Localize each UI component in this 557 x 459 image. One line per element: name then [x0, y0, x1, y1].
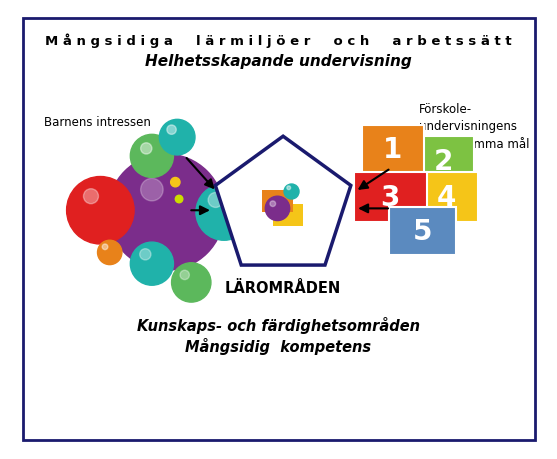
- FancyBboxPatch shape: [22, 19, 535, 440]
- Circle shape: [159, 120, 195, 156]
- Text: LÄROMRÅDEN: LÄROMRÅDEN: [225, 280, 341, 295]
- Text: Mångsidig  kompetens: Mångsidig kompetens: [185, 337, 372, 354]
- Text: 1: 1: [383, 136, 402, 164]
- Circle shape: [140, 249, 151, 260]
- Circle shape: [84, 189, 99, 204]
- FancyBboxPatch shape: [412, 137, 475, 185]
- FancyBboxPatch shape: [362, 126, 424, 174]
- Circle shape: [97, 241, 122, 265]
- FancyBboxPatch shape: [389, 207, 457, 256]
- Circle shape: [67, 177, 134, 245]
- Circle shape: [140, 179, 163, 202]
- Text: M å n g s i d i g a     l ä r m i l j ö e r     o c h     a r b e t s s ä t t: M å n g s i d i g a l ä r m i l j ö e r …: [45, 34, 512, 48]
- Text: 2: 2: [434, 147, 453, 175]
- Polygon shape: [216, 137, 351, 265]
- Circle shape: [108, 155, 224, 271]
- Text: 3: 3: [380, 184, 399, 212]
- Text: Barnens intressen: Barnens intressen: [44, 116, 151, 129]
- FancyBboxPatch shape: [414, 173, 478, 223]
- Circle shape: [270, 202, 276, 207]
- Circle shape: [167, 126, 176, 135]
- Text: 5: 5: [413, 218, 432, 246]
- Circle shape: [175, 196, 183, 203]
- Text: Kunskaps- och färdighetsområden: Kunskaps- och färdighetsområden: [137, 316, 420, 333]
- Circle shape: [180, 271, 189, 280]
- Text: Förskole-
undervisningens
gemensamma mål: Förskole- undervisningens gemensamma mål: [419, 102, 530, 151]
- Circle shape: [208, 193, 223, 208]
- Circle shape: [102, 245, 108, 250]
- FancyBboxPatch shape: [262, 190, 294, 213]
- Circle shape: [196, 185, 252, 241]
- FancyBboxPatch shape: [273, 204, 303, 227]
- Circle shape: [265, 197, 290, 221]
- Circle shape: [170, 178, 180, 187]
- Circle shape: [130, 135, 173, 178]
- Text: Helhetsskapande undervisning: Helhetsskapande undervisning: [145, 54, 412, 69]
- Circle shape: [284, 185, 299, 200]
- FancyBboxPatch shape: [354, 173, 427, 223]
- Text: 4: 4: [437, 184, 456, 212]
- Circle shape: [172, 263, 211, 302]
- Circle shape: [130, 243, 173, 285]
- Circle shape: [140, 144, 152, 155]
- Circle shape: [287, 186, 291, 190]
